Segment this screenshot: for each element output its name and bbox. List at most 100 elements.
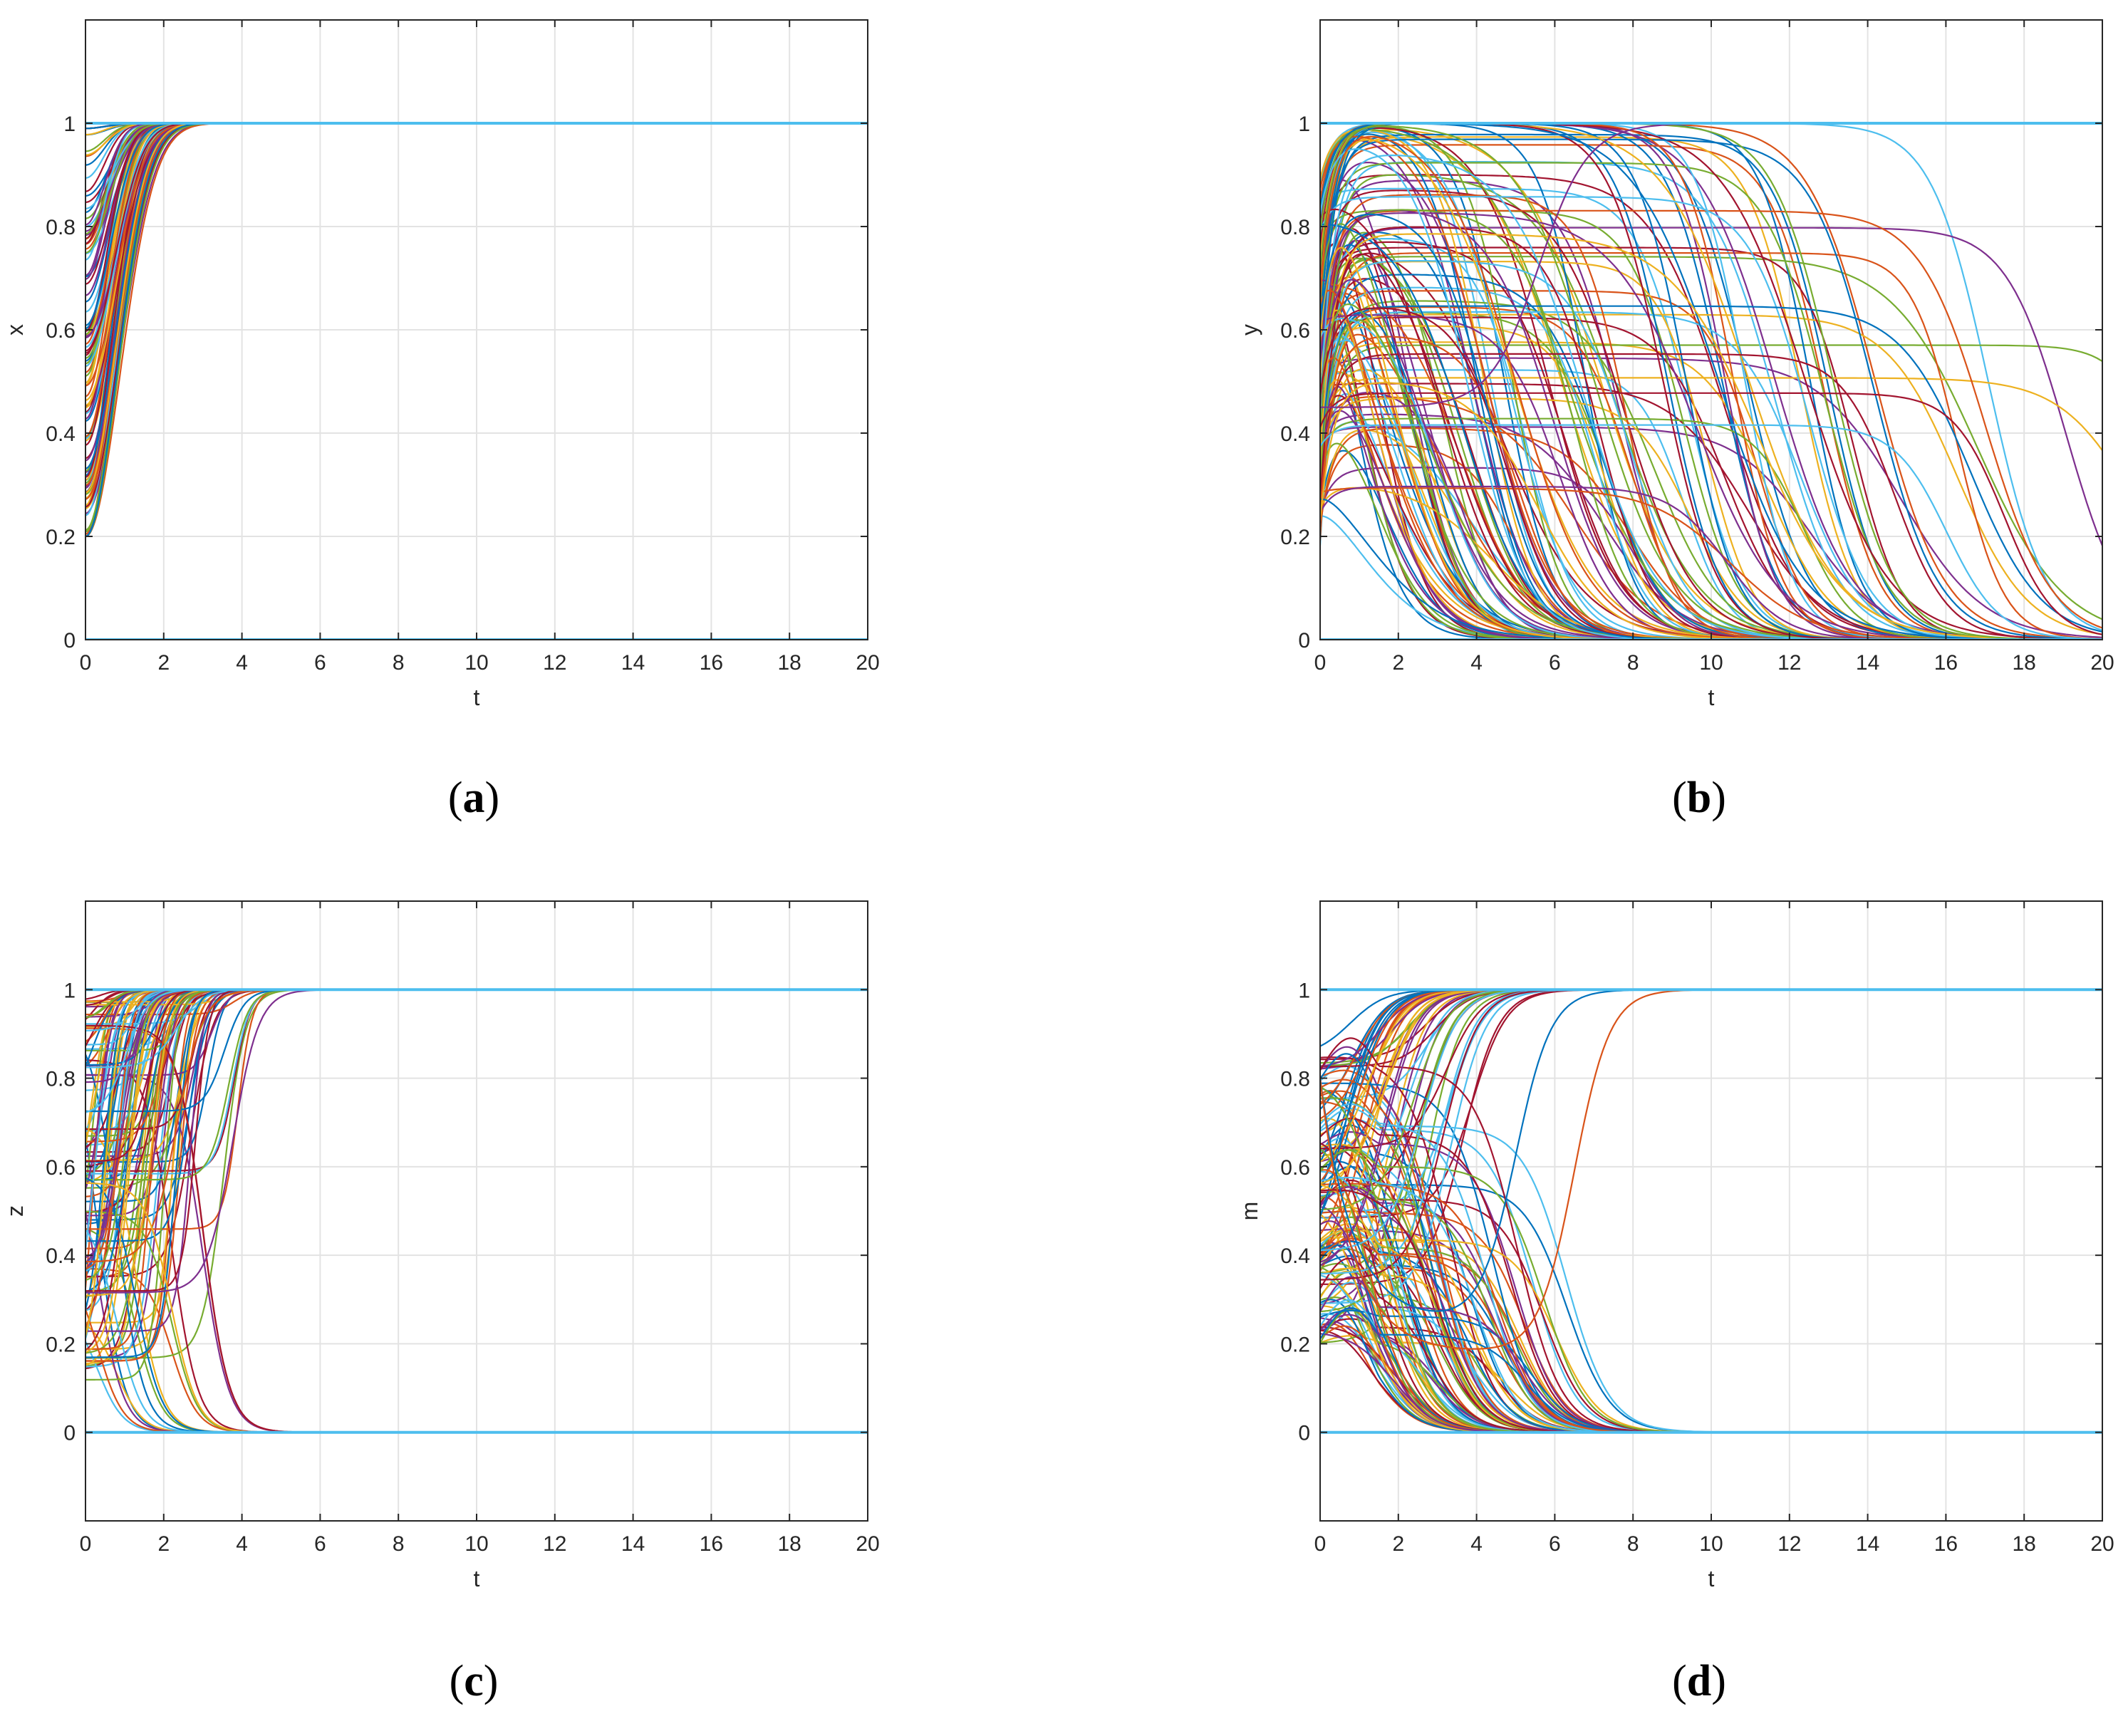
trajectory-group: [1320, 122, 2102, 640]
trajectory-line: [1320, 357, 2102, 638]
x-tick-label: 16: [700, 1532, 723, 1556]
x-tick-label: 8: [393, 651, 405, 675]
y-tick-label: 1: [63, 113, 76, 136]
subplot-b: 0 2 4 6 8 10 12 14 16 18 20 0 0.2 0.4 0.6 0.8 1 t y (b): [1237, 19, 2114, 822]
trajectory-line: [1320, 424, 2102, 640]
y-tick-label: 0.2: [1280, 1333, 1310, 1356]
y-tick-label: 0.4: [46, 422, 76, 446]
x-tick-label: 14: [1856, 651, 1879, 675]
subplot-d: 0 2 4 6 8 10 12 14 16 18 20 0 0.2 0.4 0.6 0.8 1 t m (d): [1237, 900, 2114, 1705]
y-tick-label: 0.8: [46, 1068, 76, 1091]
y-tick-label: 1: [1298, 979, 1310, 1002]
trajectory-line: [1320, 487, 2102, 640]
panel-caption: (a): [448, 774, 499, 822]
y-tick-label: 0.4: [1280, 1244, 1310, 1268]
trajectory-line: [1320, 196, 2102, 640]
x-tick-label: 8: [1627, 1532, 1639, 1556]
trajectory-line: [1320, 417, 2102, 640]
x-tick-label: 20: [2090, 651, 2114, 675]
trajectory-line: [1320, 139, 2102, 640]
trajectory-line: [1320, 392, 2102, 635]
x-tick-label: 10: [464, 1532, 488, 1556]
x-tick-label: 12: [543, 1532, 566, 1556]
x-tick-label: 18: [778, 651, 801, 675]
trajectory-line: [1320, 162, 2102, 640]
x-tick-label: 2: [157, 651, 170, 675]
x-axis-label: t: [474, 1566, 480, 1591]
trajectory-line: [1320, 336, 2102, 640]
panel-caption: (b): [1672, 774, 1726, 822]
x-axis-label: t: [1708, 1566, 1715, 1591]
x-tick-label: 6: [1549, 651, 1561, 675]
trajectory-line: [1320, 305, 2102, 633]
x-tick-label: 0: [80, 1532, 92, 1556]
subplot-a: 0 2 4 6 8 10 12 14 16 18 20 0 0.2 0.4 0.6 0.8 1 t x (a): [2, 19, 880, 822]
trajectory-line: [1320, 307, 2102, 640]
subplot-c: 0 2 4 6 8 10 12 14 16 18 20 0 0.2 0.4 0.6 0.8 1 t z (c): [2, 900, 880, 1705]
y-tick-label: 1: [63, 979, 76, 1002]
x-tick-label: 0: [1314, 651, 1327, 675]
trajectory-line: [1320, 138, 2102, 640]
x-tick-label: 0: [1314, 1532, 1327, 1556]
trajectory-line: [1320, 123, 2102, 640]
trajectory-line: [1320, 133, 2102, 640]
x-tick-label: 6: [1549, 1532, 1561, 1556]
y-tick-label: 0.2: [1280, 526, 1310, 549]
y-tick-label: 0: [1298, 1422, 1310, 1445]
x-tick-label: 16: [1934, 651, 1958, 675]
panel-caption: (d): [1672, 1657, 1726, 1705]
trajectory-line: [1320, 209, 2102, 640]
trajectory-group: [1320, 988, 2102, 1434]
x-tick-label: 16: [1934, 1532, 1958, 1556]
x-tick-label: 4: [1470, 651, 1483, 675]
x-tick-label: 14: [621, 1532, 645, 1556]
y-tick-label: 0.6: [46, 1156, 76, 1180]
trajectory-line: [1320, 315, 2102, 640]
trajectory-line: [1320, 180, 2102, 640]
trajectory-line: [1320, 382, 2102, 640]
x-tick-label: 6: [314, 1532, 326, 1556]
trajectory-line: [1320, 467, 2102, 640]
panel-caption: (c): [450, 1657, 499, 1705]
trajectory-group: [85, 122, 868, 640]
trajectory-line: [1320, 208, 2102, 640]
x-tick-label: 12: [1777, 651, 1801, 675]
x-tick-label: 10: [464, 651, 488, 675]
trajectory-line: [1320, 353, 2102, 640]
x-axis-label: t: [1708, 685, 1715, 710]
panel-caption-letter: b: [1687, 774, 1711, 822]
y-tick-label: 0.8: [1280, 1068, 1310, 1091]
y-tick-label: 0.6: [46, 319, 76, 343]
x-tick-label: 12: [543, 651, 566, 675]
x-tick-label: 2: [1392, 1532, 1404, 1556]
trajectory-line: [1320, 317, 2102, 640]
x-tick-label: 18: [2013, 1532, 2036, 1556]
y-tick-label: 0: [63, 1422, 76, 1445]
x-tick-label: 14: [621, 651, 645, 675]
x-tick-label: 6: [314, 651, 326, 675]
y-axis-label: x: [2, 324, 28, 336]
trajectory-line: [1320, 135, 2102, 640]
x-tick-label: 8: [393, 1532, 405, 1556]
y-axis-label: m: [1237, 1202, 1262, 1221]
trajectory-line: [1320, 252, 2102, 640]
y-tick-label: 1: [1298, 113, 1310, 136]
trajectory-line: [1320, 233, 2102, 640]
trajectory-group: [85, 988, 868, 1434]
panel-caption-letter: d: [1687, 1657, 1711, 1705]
x-tick-label: 2: [1392, 651, 1404, 675]
x-tick-label: 8: [1627, 651, 1639, 675]
x-tick-label: 14: [1856, 1532, 1879, 1556]
x-tick-label: 0: [80, 651, 92, 675]
y-tick-label: 0.8: [1280, 216, 1310, 239]
x-tick-label: 20: [856, 1532, 879, 1556]
x-tick-label: 4: [236, 1532, 248, 1556]
trajectory-line: [1320, 213, 2102, 640]
x-axis-label: t: [474, 685, 480, 710]
trajectory-line: [1320, 194, 2102, 640]
x-tick-label: 18: [2013, 651, 2036, 675]
trajectory-line: [1320, 212, 2102, 640]
y-axis-label: y: [1237, 324, 1262, 336]
panel-caption-letter: a: [463, 774, 485, 822]
